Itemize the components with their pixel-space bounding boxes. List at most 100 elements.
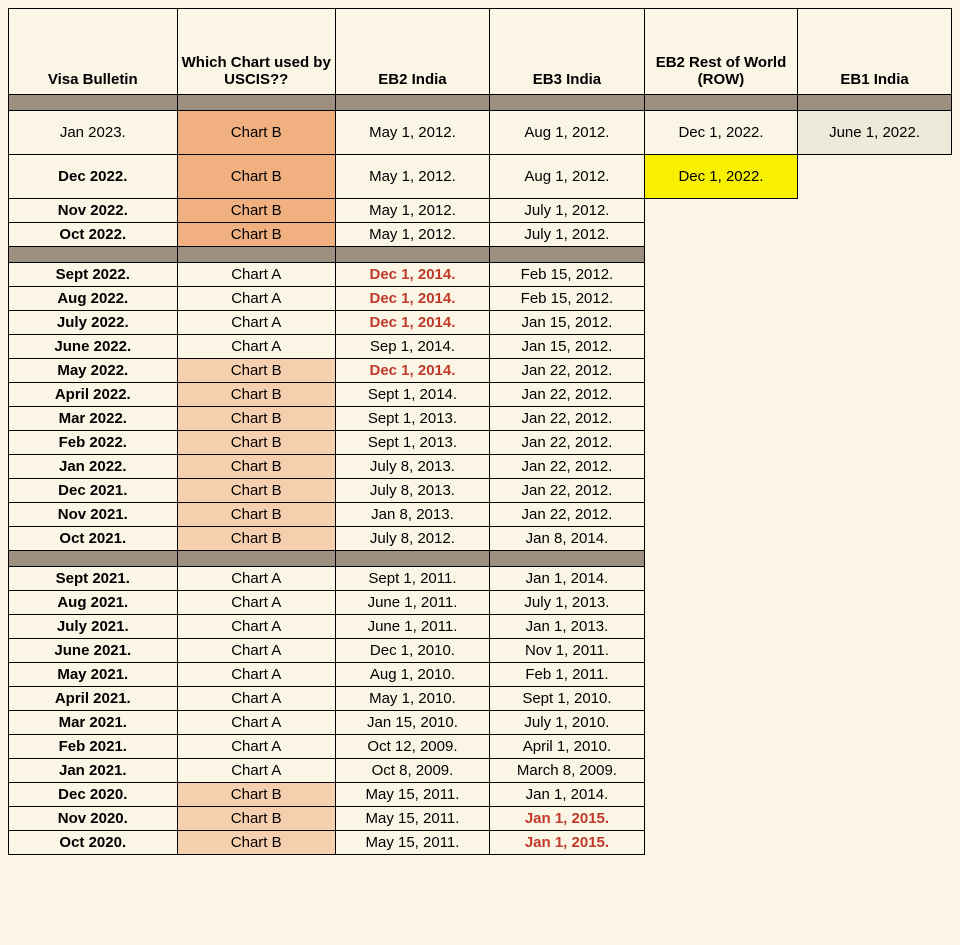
data-cell: Dec 2022. bbox=[9, 155, 178, 199]
table-row: Oct 2022.Chart BMay 1, 2012.July 1, 2012… bbox=[9, 223, 952, 247]
data-cell: Chart B bbox=[177, 359, 335, 383]
data-cell: Dec 1, 2014. bbox=[335, 287, 489, 311]
data-cell: Chart B bbox=[177, 455, 335, 479]
data-cell: May 15, 2011. bbox=[335, 807, 489, 831]
data-cell: Chart A bbox=[177, 687, 335, 711]
table-row: Sept 2022.Chart ADec 1, 2014.Feb 15, 201… bbox=[9, 263, 952, 287]
data-cell: Sept 2022. bbox=[9, 263, 178, 287]
data-cell: Oct 2020. bbox=[9, 831, 178, 855]
data-cell: Jan 22, 2012. bbox=[490, 407, 645, 431]
data-cell: Aug 1, 2012. bbox=[490, 155, 645, 199]
data-cell: Jan 8, 2014. bbox=[490, 527, 645, 551]
separator-cell bbox=[9, 95, 178, 111]
visa-bulletin-table: Visa BulletinWhich Chart used by USCIS??… bbox=[8, 8, 952, 855]
data-cell: Chart B bbox=[177, 431, 335, 455]
separator-cell bbox=[177, 247, 335, 263]
data-cell: May 1, 2012. bbox=[335, 111, 489, 155]
data-cell: Dec 2021. bbox=[9, 479, 178, 503]
data-cell: Nov 2020. bbox=[9, 807, 178, 831]
data-cell: Dec 2020. bbox=[9, 783, 178, 807]
data-cell: Jan 1, 2014. bbox=[490, 783, 645, 807]
column-header: EB3 India bbox=[490, 9, 645, 95]
data-cell: Chart A bbox=[177, 311, 335, 335]
table-row: Nov 2022.Chart BMay 1, 2012.July 1, 2012… bbox=[9, 199, 952, 223]
table-row: Aug 2021.Chart AJune 1, 2011.July 1, 201… bbox=[9, 591, 952, 615]
data-cell: Aug 1, 2012. bbox=[490, 111, 645, 155]
separator-cell bbox=[177, 95, 335, 111]
table-row: July 2022.Chart ADec 1, 2014.Jan 15, 201… bbox=[9, 311, 952, 335]
data-cell: June 2021. bbox=[9, 639, 178, 663]
header-row: Visa BulletinWhich Chart used by USCIS??… bbox=[9, 9, 952, 95]
data-cell: Chart A bbox=[177, 591, 335, 615]
data-cell: Dec 1, 2022. bbox=[644, 155, 797, 199]
data-cell: June 1, 2011. bbox=[335, 591, 489, 615]
data-cell: Aug 1, 2010. bbox=[335, 663, 489, 687]
data-cell: Nov 2021. bbox=[9, 503, 178, 527]
data-cell: July 1, 2012. bbox=[490, 199, 645, 223]
data-cell: Chart A bbox=[177, 759, 335, 783]
data-cell: Chart B bbox=[177, 527, 335, 551]
data-cell: Aug 2021. bbox=[9, 591, 178, 615]
table-row: Oct 2020.Chart BMay 15, 2011.Jan 1, 2015… bbox=[9, 831, 952, 855]
separator-row bbox=[9, 247, 952, 263]
data-cell: Chart B bbox=[177, 383, 335, 407]
table-row: July 2021.Chart AJune 1, 2011.Jan 1, 201… bbox=[9, 615, 952, 639]
data-cell: May 2022. bbox=[9, 359, 178, 383]
column-header: Visa Bulletin bbox=[9, 9, 178, 95]
data-cell: May 1, 2012. bbox=[335, 223, 489, 247]
separator-cell bbox=[335, 247, 489, 263]
data-cell: Oct 2021. bbox=[9, 527, 178, 551]
data-cell: Mar 2021. bbox=[9, 711, 178, 735]
data-cell: Feb 15, 2012. bbox=[490, 287, 645, 311]
data-cell: April 2022. bbox=[9, 383, 178, 407]
separator-cell bbox=[490, 551, 645, 567]
data-cell: July 8, 2012. bbox=[335, 527, 489, 551]
table-row: Aug 2022.Chart ADec 1, 2014.Feb 15, 2012… bbox=[9, 287, 952, 311]
data-cell: Sept 1, 2011. bbox=[335, 567, 489, 591]
data-cell: Sept 1, 2013. bbox=[335, 431, 489, 455]
data-cell: Chart B bbox=[177, 831, 335, 855]
table-row: Feb 2022.Chart BSept 1, 2013.Jan 22, 201… bbox=[9, 431, 952, 455]
data-cell: Chart B bbox=[177, 783, 335, 807]
data-cell: Jan 1, 2014. bbox=[490, 567, 645, 591]
data-cell: Jan 2023. bbox=[9, 111, 178, 155]
data-cell: Jan 8, 2013. bbox=[335, 503, 489, 527]
data-cell: Jan 1, 2015. bbox=[490, 831, 645, 855]
data-cell: Jan 22, 2012. bbox=[490, 455, 645, 479]
data-cell: Chart B bbox=[177, 407, 335, 431]
data-cell: Jan 1, 2015. bbox=[490, 807, 645, 831]
data-cell: Dec 1, 2014. bbox=[335, 359, 489, 383]
data-cell: Jan 22, 2012. bbox=[490, 503, 645, 527]
separator-cell bbox=[9, 551, 178, 567]
data-cell: March 8, 2009. bbox=[490, 759, 645, 783]
data-cell: May 2021. bbox=[9, 663, 178, 687]
data-cell: Feb 15, 2012. bbox=[490, 263, 645, 287]
separator-cell bbox=[335, 95, 489, 111]
data-cell: May 1, 2010. bbox=[335, 687, 489, 711]
data-cell: June 2022. bbox=[9, 335, 178, 359]
data-cell: Nov 2022. bbox=[9, 199, 178, 223]
data-cell: Chart A bbox=[177, 615, 335, 639]
data-cell: Chart A bbox=[177, 735, 335, 759]
data-cell: Chart A bbox=[177, 335, 335, 359]
table-row: Mar 2021.Chart AJan 15, 2010.July 1, 201… bbox=[9, 711, 952, 735]
data-cell: Jan 22, 2012. bbox=[490, 359, 645, 383]
data-cell: Jan 15, 2010. bbox=[335, 711, 489, 735]
column-header: EB2 Rest of World (ROW) bbox=[644, 9, 797, 95]
data-cell: Sept 1, 2010. bbox=[490, 687, 645, 711]
column-header: Which Chart used by USCIS?? bbox=[177, 9, 335, 95]
data-cell: Chart B bbox=[177, 199, 335, 223]
data-cell: July 8, 2013. bbox=[335, 455, 489, 479]
data-cell: Chart B bbox=[177, 155, 335, 199]
data-cell: Dec 1, 2010. bbox=[335, 639, 489, 663]
data-cell: Chart A bbox=[177, 567, 335, 591]
data-cell: Chart A bbox=[177, 639, 335, 663]
separator-cell bbox=[335, 551, 489, 567]
data-cell: Jan 2021. bbox=[9, 759, 178, 783]
data-cell: Dec 1, 2014. bbox=[335, 263, 489, 287]
data-cell: Feb 2022. bbox=[9, 431, 178, 455]
separator-row bbox=[9, 95, 952, 111]
table-row: May 2021.Chart AAug 1, 2010.Feb 1, 2011. bbox=[9, 663, 952, 687]
data-cell: Nov 1, 2011. bbox=[490, 639, 645, 663]
data-cell: May 1, 2012. bbox=[335, 155, 489, 199]
